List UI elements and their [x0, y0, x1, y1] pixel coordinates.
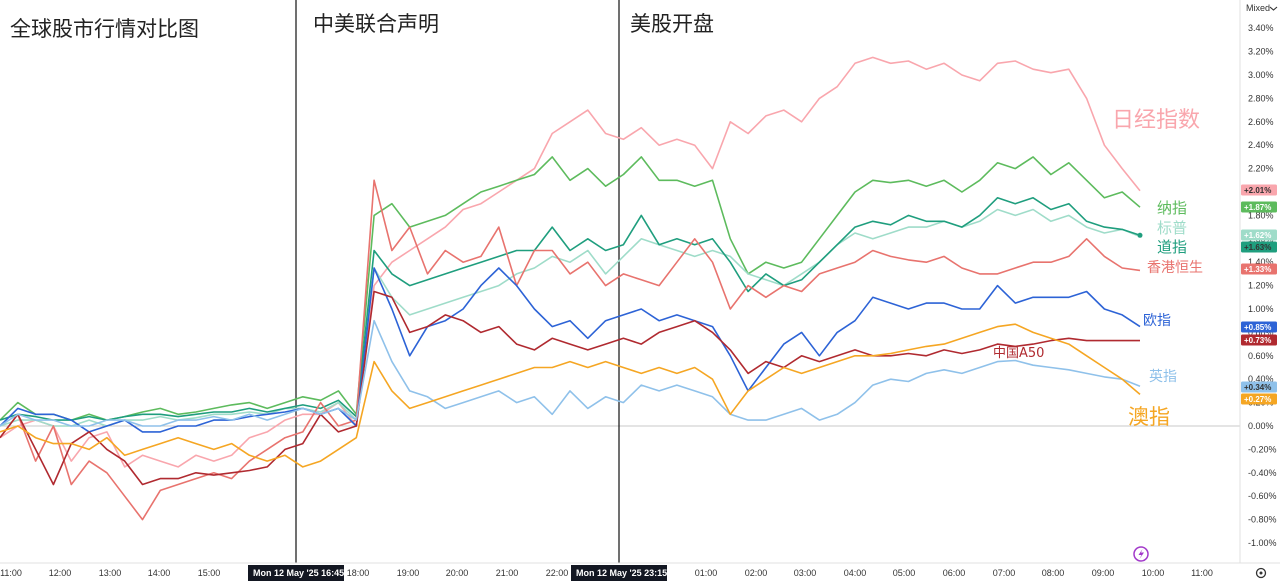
y-tick-label: 3.20%	[1248, 47, 1274, 57]
time-marker-box	[248, 565, 344, 581]
time-axis[interactable]: 11:00 12:00 13:00 14:00 15:00 18:00 19:00 20:00…	[0, 568, 1213, 578]
x-tick-label: 01:00	[695, 568, 718, 578]
series-label-6: 中国A50	[993, 346, 1044, 361]
y-tick-label: 2.40%	[1248, 140, 1274, 150]
x-tick-label: 21:00	[496, 568, 519, 578]
last-value-badges: +2.01% +1.87% +1.62% +1.63% +1.33% +0.85% +0.7…	[1241, 184, 1277, 405]
series-line-4	[0, 179, 1141, 521]
scale-mode-label[interactable]: Mixed	[1246, 3, 1270, 13]
y-tick-label: 2.80%	[1248, 93, 1274, 103]
x-tick-label: 14:00	[148, 568, 171, 578]
badge-box	[1241, 393, 1277, 405]
series-end-dot	[1137, 232, 1143, 238]
series-line-6	[0, 290, 1140, 486]
x-tick-label: 06:00	[943, 568, 966, 578]
time-marker-1: Mon 12 May '25 16:45	[248, 565, 344, 581]
series-label-8: 澳指	[1128, 405, 1170, 429]
badge-value-1: +1.87%	[1244, 203, 1271, 212]
badge-value-2: +1.62%	[1244, 231, 1271, 240]
badge-box	[1241, 184, 1277, 196]
lightning-icon[interactable]	[1133, 546, 1149, 562]
series-line-3	[0, 197, 1141, 421]
time-marker-2: Mon 12 May '25 23:15	[571, 565, 667, 581]
badge-box	[1241, 229, 1277, 241]
chevron-down-icon[interactable]	[1269, 6, 1278, 11]
x-tick-label: 04:00	[844, 568, 867, 578]
series-line-7	[0, 319, 1141, 427]
x-tick-label: 18:00	[347, 568, 370, 578]
time-marker-text: Mon 12 May '25 23:15	[576, 568, 667, 578]
x-tick-label: 10:00	[1142, 568, 1165, 578]
y-tick-label: 0.40%	[1248, 374, 1274, 384]
badge-value-3: +1.63%	[1244, 243, 1271, 252]
badge-box	[1241, 241, 1277, 253]
x-tick-label: 05:00	[893, 568, 916, 578]
section-title-us-open: 美股开盘	[630, 12, 714, 36]
series-label-7: 英指	[1149, 368, 1177, 385]
y-tick-label: -0.60%	[1248, 491, 1277, 501]
series-label-0: 日经指数	[1112, 108, 1200, 133]
x-tick-label: 22:00	[546, 568, 569, 578]
y-tick-label: -0.80%	[1248, 515, 1277, 525]
badge-box	[1241, 381, 1277, 393]
x-tick-label: 12:00	[49, 568, 72, 578]
series-label-5: 欧指	[1143, 313, 1171, 329]
badge-box	[1241, 321, 1277, 333]
y-tick-label: 3.00%	[1248, 70, 1274, 80]
x-tick-label: 11:00	[0, 568, 22, 578]
series-line-0	[0, 56, 1141, 468]
x-tick-label: 02:00	[745, 568, 768, 578]
x-tick-label: 07:00	[993, 568, 1016, 578]
badge-value-8: +0.27%	[1244, 395, 1271, 404]
y-tick-label: 2.60%	[1248, 117, 1274, 127]
series-layer	[0, 56, 1143, 521]
y-tick-label: 0.60%	[1248, 351, 1274, 361]
series-label-3: 道指	[1157, 238, 1187, 256]
time-marker-box	[571, 565, 667, 581]
scale-mode-dropdown[interactable]: Mixed	[1246, 3, 1278, 13]
y-tick-label: 1.20%	[1248, 281, 1274, 291]
series-line-8	[0, 323, 1141, 468]
badge-box	[1241, 201, 1277, 213]
y-tick-label: -1.00%	[1248, 538, 1277, 548]
series-line-1	[0, 156, 1141, 421]
x-tick-label: 03:00	[794, 568, 817, 578]
badge-value-4: +1.33%	[1244, 265, 1271, 274]
badge-value-7: +0.34%	[1244, 383, 1271, 392]
y-tick-label: 3.40%	[1248, 23, 1274, 33]
badge-value-6: +0.73%	[1244, 336, 1271, 345]
y-tick-label: -0.20%	[1248, 444, 1277, 454]
y-tick-label: 2.20%	[1248, 164, 1274, 174]
x-tick-label: 08:00	[1042, 568, 1065, 578]
time-marker-text: Mon 12 May '25 16:45	[253, 568, 344, 578]
price-axis[interactable]: 3.40%3.20%3.00%2.80%2.60%2.40%2.20%2.00%…	[1248, 23, 1277, 548]
y-tick-label: 1.40%	[1248, 257, 1274, 267]
section-title-global: 全球股市行情对比图	[10, 17, 199, 41]
gear-icon[interactable]	[1255, 567, 1267, 579]
y-tick-label: 1.80%	[1248, 210, 1274, 220]
series-line-5	[0, 267, 1141, 433]
badge-value-0: +2.01%	[1244, 186, 1271, 195]
y-tick-label: 1.00%	[1248, 304, 1274, 314]
series-label-4: 香港恒生	[1147, 260, 1203, 276]
y-tick-label: -0.40%	[1248, 468, 1277, 478]
x-tick-label: 13:00	[99, 568, 122, 578]
x-tick-label: 20:00	[446, 568, 469, 578]
badge-box	[1241, 334, 1277, 346]
badge-box	[1241, 263, 1277, 275]
x-tick-label: 11:00	[1191, 568, 1213, 578]
badge-value-5: +0.85%	[1244, 323, 1271, 332]
section-title-statement: 中美联合声明	[313, 12, 439, 36]
series-label-1: 纳指	[1157, 199, 1187, 217]
y-tick-label: 0.00%	[1248, 421, 1274, 431]
x-tick-label: 19:00	[397, 568, 420, 578]
x-tick-label: 15:00	[198, 568, 221, 578]
x-tick-label: 09:00	[1092, 568, 1115, 578]
series-label-2: 标普	[1157, 219, 1187, 237]
